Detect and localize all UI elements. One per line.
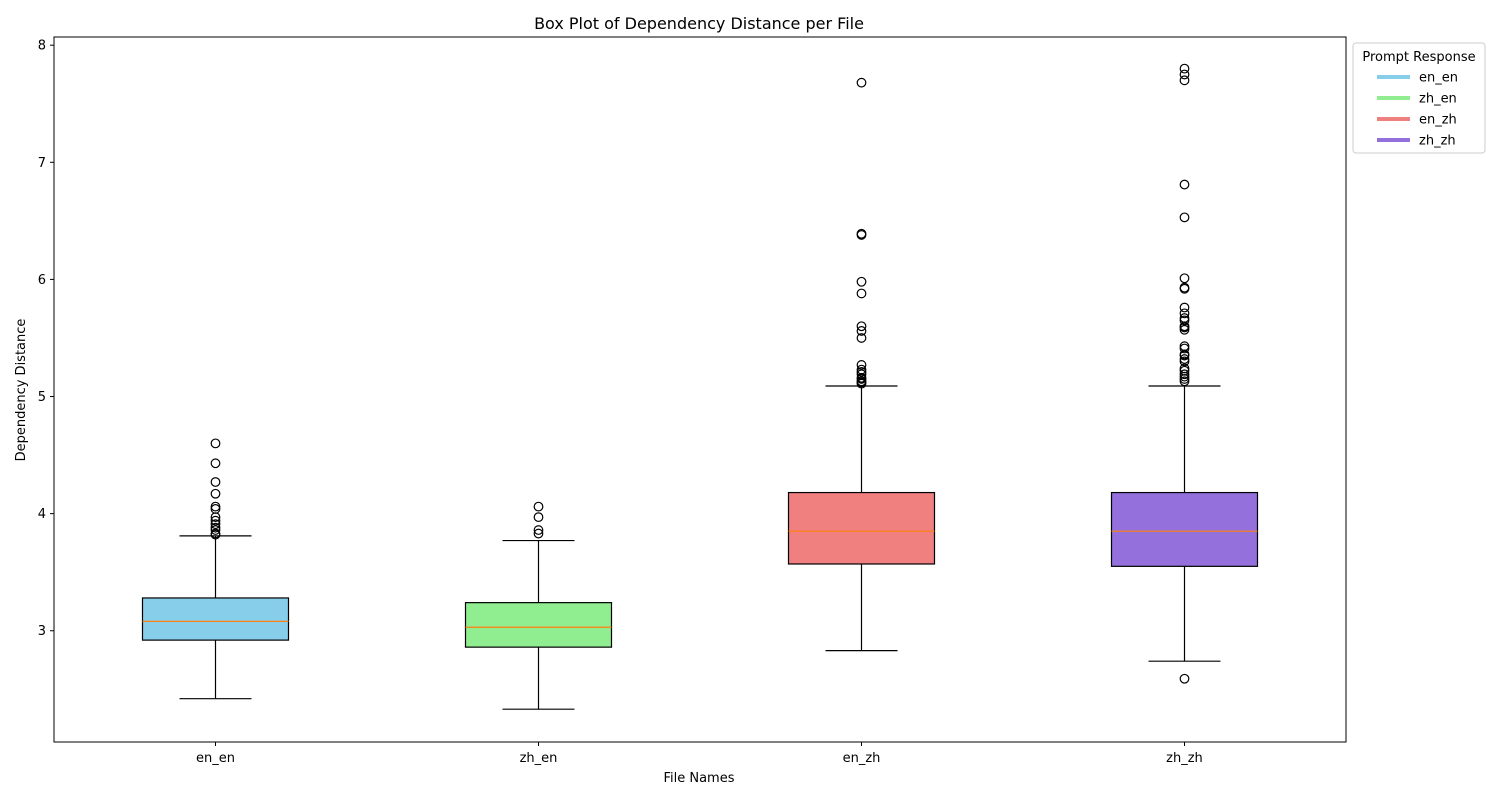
outlier-point [856, 326, 867, 336]
outlier-point [210, 501, 221, 512]
outlier-point [1179, 212, 1190, 223]
legend-title: Prompt Response [1362, 50, 1475, 65]
legend-frame [1352, 42, 1486, 154]
box-en_en [141, 597, 290, 641]
legend-label-zh_en: zh_en [1419, 92, 1457, 107]
outlier-point [856, 333, 867, 343]
outlier-point [210, 488, 221, 499]
outlier-point [533, 501, 544, 512]
outlier-point [1179, 282, 1190, 293]
outlier-point [1179, 179, 1190, 190]
y-axis-label: Dependency Distance [14, 319, 29, 462]
outlier-point [856, 276, 867, 287]
outlier-point [1179, 363, 1190, 374]
y-tick-label: 8 [38, 39, 46, 54]
legend-label-zh_zh: zh_zh [1419, 134, 1456, 149]
outlier-point [210, 438, 221, 449]
outlier-point [1179, 273, 1190, 284]
outlier-point [1179, 63, 1190, 74]
outlier-point [1179, 341, 1190, 352]
plot-area-frame [53, 36, 1347, 743]
outlier-point [856, 321, 867, 332]
outlier-point [1179, 308, 1190, 319]
outlier-point [1179, 354, 1190, 364]
outlier-point [210, 519, 221, 530]
outlier-point [1179, 369, 1190, 380]
x-tick-label: zh_en [520, 751, 558, 766]
y-tick-label: 6 [38, 273, 46, 288]
outlier-point [1179, 313, 1190, 323]
box-en_zh [787, 491, 936, 565]
outlier-point [1179, 75, 1190, 86]
outlier-point [210, 477, 221, 487]
plot-elements: 3 4 5 6 7 8 en_en zh_en en_zh zh_zh [38, 36, 1347, 766]
box-zh_zh [1110, 491, 1259, 567]
y-tick-label: 3 [38, 624, 46, 639]
outlier-point [210, 458, 221, 469]
x-tick-label: en_zh [843, 751, 881, 766]
x-tick-label: zh_zh [1166, 751, 1203, 766]
outlier-point [856, 364, 867, 375]
legend-items: en_en zh_en en_zh zh_zh [1377, 71, 1458, 149]
box-zh_en [464, 602, 613, 648]
outlier-point [533, 525, 544, 535]
outlier-point [856, 77, 867, 88]
outlier-point [1179, 302, 1190, 313]
outlier-point [533, 512, 544, 523]
outlier-point [210, 528, 221, 539]
legend-label-en_en: en_en [1419, 71, 1458, 86]
x-tick-label: en_en [196, 751, 235, 766]
outlier-point [856, 288, 867, 299]
chart-title: Box Plot of Dependency Distance per File [534, 14, 864, 33]
y-tick-label: 4 [38, 507, 46, 522]
outlier-point [1179, 673, 1190, 684]
y-tick-label: 5 [38, 390, 46, 405]
legend: Prompt Response en_en zh_en en_zh zh_zh [1352, 42, 1486, 154]
outlier-point [210, 515, 221, 526]
legend-label-en_zh: en_zh [1419, 113, 1457, 128]
outlier-point [856, 228, 867, 239]
outlier-point [210, 522, 221, 533]
outlier-point [856, 360, 867, 370]
y-tick-label: 7 [38, 156, 46, 171]
x-axis-label: File Names [663, 771, 734, 786]
outlier-point [533, 528, 544, 539]
outlier-point [1179, 69, 1190, 80]
